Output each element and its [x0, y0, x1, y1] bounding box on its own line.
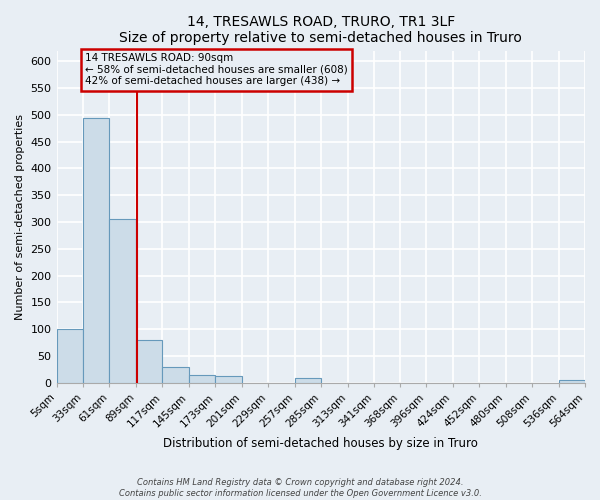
Y-axis label: Number of semi-detached properties: Number of semi-detached properties	[15, 114, 25, 320]
X-axis label: Distribution of semi-detached houses by size in Truro: Distribution of semi-detached houses by …	[163, 437, 478, 450]
Text: 14 TRESAWLS ROAD: 90sqm
← 58% of semi-detached houses are smaller (608)
42% of s: 14 TRESAWLS ROAD: 90sqm ← 58% of semi-de…	[85, 53, 347, 86]
Bar	[136, 340, 163, 383]
Bar	[559, 380, 585, 383]
Bar	[83, 118, 109, 383]
Bar	[189, 374, 215, 383]
Bar	[163, 366, 189, 383]
Bar	[56, 329, 83, 383]
Title: 14, TRESAWLS ROAD, TRURO, TR1 3LF
Size of property relative to semi-detached hou: 14, TRESAWLS ROAD, TRURO, TR1 3LF Size o…	[119, 15, 522, 45]
Text: Contains HM Land Registry data © Crown copyright and database right 2024.
Contai: Contains HM Land Registry data © Crown c…	[119, 478, 481, 498]
Bar	[109, 220, 136, 383]
Bar	[215, 376, 242, 383]
Bar	[295, 378, 321, 383]
